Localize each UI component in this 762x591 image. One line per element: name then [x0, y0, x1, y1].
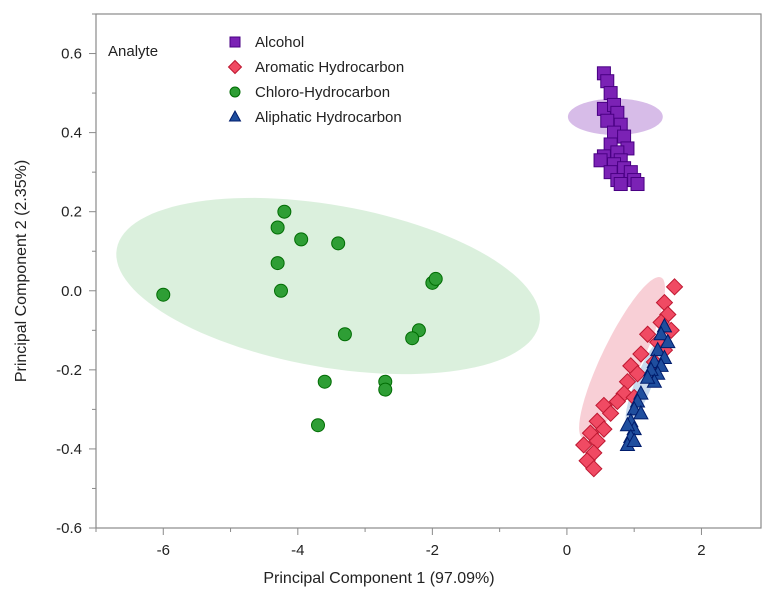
- point-chloro-hydrocarbon: [378, 382, 393, 397]
- point-aliphatic-hydrocarbon: [659, 333, 676, 349]
- point-alcohol: [617, 129, 632, 144]
- point-chloro-hydrocarbon: [274, 283, 288, 298]
- point-chloro-hydrocarbon: [331, 236, 346, 251]
- point-aromatic-hydrocarbon: [595, 420, 613, 438]
- point-aliphatic-hydrocarbon: [639, 369, 656, 384]
- point-chloro-hydrocarbon: [156, 287, 171, 302]
- legend-marker-aliphatic-hydrocarbon: [228, 109, 242, 122]
- x-tick-label: -2: [426, 542, 439, 559]
- legend-label-aliphatic-hydrocarbon: Aliphatic Hydrocarbon: [255, 109, 402, 126]
- point-chloro-hydrocarbon: [277, 204, 292, 219]
- point-chloro-hydrocarbon: [337, 327, 352, 342]
- point-alcohol: [593, 153, 608, 168]
- legend-label-aromatic-hydrocarbon: Aromatic Hydrocarbon: [255, 59, 404, 76]
- legend-label-alcohol: Alcohol: [255, 34, 304, 51]
- point-alcohol: [613, 177, 628, 192]
- point-aliphatic-hydrocarbon: [626, 432, 643, 448]
- y-tick-label: 0.4: [61, 125, 82, 142]
- legend-marker-alcohol: [229, 36, 241, 48]
- x-tick-label: 2: [697, 542, 705, 559]
- y-tick-label: -0.6: [56, 520, 82, 537]
- x-tick-label: -6: [157, 542, 170, 559]
- point-aliphatic-hydrocarbon: [653, 325, 669, 341]
- y-tick-label: -0.4: [56, 441, 82, 458]
- point-aromatic-hydrocarbon: [638, 325, 657, 343]
- data-points: [156, 66, 684, 478]
- point-chloro-hydrocarbon: [317, 374, 332, 389]
- point-chloro-hydrocarbon: [270, 256, 285, 271]
- y-tick-label: -0.2: [56, 362, 82, 379]
- legend-title: Analyte: [108, 43, 158, 60]
- point-aromatic-hydrocarbon: [632, 345, 650, 363]
- point-chloro-hydrocarbon: [428, 271, 443, 286]
- legend-items: Alcohol Aromatic Hydrocarbon Chloro-Hydroc…: [227, 34, 404, 126]
- x-axis-ticks: -6 -4 -2 0 2: [95, 528, 706, 559]
- y-tick-label: 0.6: [61, 46, 82, 63]
- point-chloro-hydrocarbon: [405, 331, 420, 346]
- ellipse-aromatic-hydrocarbon: [579, 277, 665, 439]
- point-aromatic-hydrocarbon: [628, 365, 647, 383]
- point-aliphatic-hydrocarbon: [619, 416, 636, 432]
- point-aromatic-hydrocarbon: [575, 436, 593, 454]
- x-tick-label: 0: [563, 542, 571, 559]
- point-alcohol: [603, 86, 618, 101]
- point-aliphatic-hydrocarbon: [633, 404, 649, 420]
- x-axis-title: Principal Component 1 (97.09%): [263, 570, 494, 587]
- y-axis-title: Principal Component 2 (2.35%): [13, 160, 30, 382]
- point-chloro-hydrocarbon: [294, 232, 309, 247]
- point-alcohol: [600, 113, 615, 128]
- point-alcohol: [600, 74, 615, 89]
- y-tick-label: 0.0: [61, 283, 82, 300]
- ellipse-chloro-hydrocarbon: [116, 197, 540, 375]
- y-tick-label: 0.2: [61, 204, 82, 221]
- legend-marker-aromatic-hydrocarbon: [227, 59, 243, 75]
- point-chloro-hydrocarbon: [311, 418, 325, 433]
- legend: Analyte Alcohol Aromatic Hydrocarbon Chlor…: [108, 34, 404, 126]
- point-aromatic-hydrocarbon: [601, 404, 620, 423]
- plot-frame: [95, 13, 762, 529]
- point-aliphatic-hydrocarbon: [649, 341, 666, 357]
- point-aromatic-hydrocarbon: [665, 278, 684, 296]
- y-axis-ticks: 0.6 0.4 0.2 0.0 -0.2 -0.4 -0.6: [56, 13, 96, 537]
- legend-label-chloro-hydrocarbon: Chloro-Hydrocarbon: [255, 84, 390, 101]
- legend-marker-chloro-hydrocarbon: [229, 86, 241, 98]
- point-alcohol: [630, 177, 645, 192]
- x-tick-label: -4: [291, 542, 304, 559]
- point-aromatic-hydrocarbon: [608, 392, 627, 411]
- point-chloro-hydrocarbon: [270, 220, 285, 235]
- point-aromatic-hydrocarbon: [585, 459, 603, 478]
